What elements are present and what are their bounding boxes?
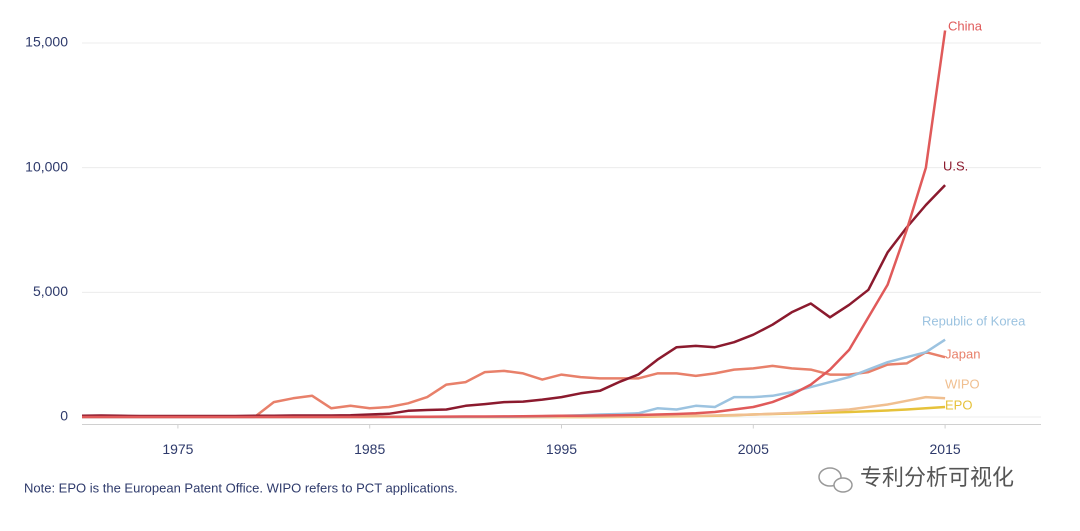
watermark-icon	[818, 467, 853, 493]
legend-label: Japan	[945, 346, 980, 361]
series-line	[82, 338, 946, 419]
y-tick-label: 5,000	[33, 283, 68, 299]
x-tick-label: 1975	[162, 441, 193, 457]
y-tick-label: 10,000	[25, 158, 68, 174]
x-tick-label: 2005	[738, 441, 769, 457]
legend-label: China	[948, 18, 983, 33]
note: Note: EPO is the European Patent Office.…	[24, 480, 458, 495]
x-tick-label: 1995	[546, 441, 577, 457]
x-tick-label: 1985	[354, 441, 385, 457]
legend-label: EPO	[945, 397, 972, 412]
x-tick-label: 2015	[930, 441, 961, 457]
legend-label: Republic of Korea	[922, 313, 1026, 328]
series-line	[82, 30, 947, 419]
y-tick-label: 15,000	[25, 34, 68, 50]
watermark: 专利分析可视化	[860, 465, 1014, 490]
legend-label: U.S.	[943, 158, 968, 173]
legend-label: WIPO	[945, 376, 980, 391]
y-tick-label: 0	[60, 408, 68, 424]
